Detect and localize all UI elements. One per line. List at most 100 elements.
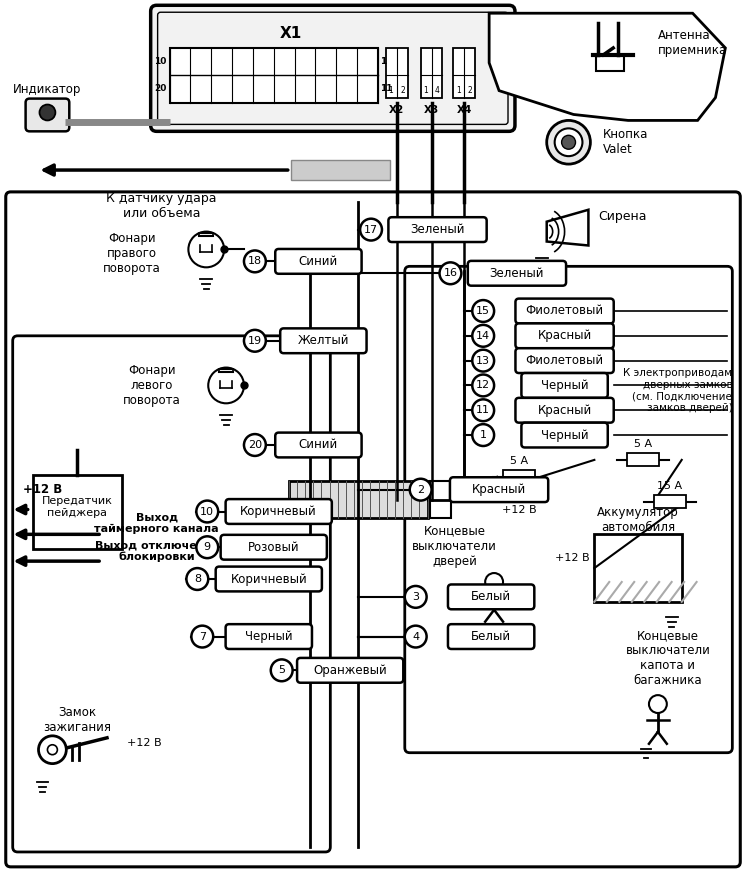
Circle shape (47, 745, 57, 755)
FancyBboxPatch shape (515, 398, 613, 423)
Text: 1: 1 (456, 86, 460, 95)
Text: 16: 16 (443, 268, 458, 279)
FancyBboxPatch shape (448, 624, 534, 649)
FancyBboxPatch shape (216, 567, 322, 592)
Circle shape (472, 325, 494, 347)
Circle shape (360, 219, 382, 240)
Text: Кнопка
Valet: Кнопка Valet (603, 128, 649, 157)
Circle shape (405, 586, 427, 608)
Text: Черный: Черный (541, 379, 589, 392)
Text: Фиолетовый: Фиолетовый (526, 354, 604, 368)
Bar (503, 470, 535, 483)
Text: 15 А: 15 А (657, 481, 682, 490)
Bar (289, 481, 427, 519)
FancyBboxPatch shape (515, 298, 613, 323)
Text: 7: 7 (199, 632, 206, 642)
Text: 17: 17 (364, 224, 378, 235)
Text: +12 В: +12 В (22, 483, 62, 496)
Circle shape (547, 120, 590, 164)
Text: 1: 1 (423, 86, 428, 95)
Circle shape (555, 128, 583, 156)
Text: Красный: Красный (538, 329, 592, 343)
Circle shape (244, 330, 266, 352)
Text: X2: X2 (389, 106, 404, 116)
Text: 11: 11 (380, 85, 392, 93)
Text: Черный: Черный (541, 429, 589, 441)
Bar (627, 453, 659, 466)
Text: 14: 14 (476, 331, 490, 341)
Circle shape (410, 479, 431, 500)
FancyBboxPatch shape (151, 5, 515, 132)
Circle shape (472, 425, 494, 446)
FancyBboxPatch shape (405, 266, 732, 753)
Text: +12 В: +12 В (555, 553, 590, 563)
Text: Коричневый: Коричневый (240, 505, 317, 518)
Text: X1: X1 (280, 26, 302, 41)
Circle shape (562, 135, 575, 150)
Text: 5 А: 5 А (634, 439, 652, 449)
FancyBboxPatch shape (521, 373, 608, 398)
Text: 8: 8 (194, 574, 201, 584)
Circle shape (649, 695, 667, 713)
Text: +12 В: +12 В (502, 505, 536, 514)
Bar (421, 48, 442, 98)
FancyBboxPatch shape (280, 328, 367, 353)
Text: 9: 9 (204, 542, 211, 552)
Text: +12 В: +12 В (127, 738, 161, 748)
Text: 4: 4 (435, 86, 440, 95)
FancyBboxPatch shape (468, 261, 566, 286)
Circle shape (472, 375, 494, 396)
Text: 4: 4 (413, 632, 419, 642)
Bar (596, 55, 624, 71)
Text: Индикатор: Индикатор (13, 83, 82, 96)
Text: Желтый: Желтый (298, 335, 350, 347)
Text: Фонари
левого
поворота: Фонари левого поворота (123, 364, 181, 407)
Text: Фонари
правого
поворота: Фонари правого поворота (103, 232, 160, 275)
FancyBboxPatch shape (226, 499, 332, 524)
Text: 10: 10 (200, 506, 214, 516)
FancyBboxPatch shape (158, 12, 508, 125)
Text: 3: 3 (413, 592, 419, 602)
Text: Белый: Белый (471, 630, 512, 643)
Text: Передатчик
пейджера: Передатчик пейджера (42, 497, 112, 518)
FancyBboxPatch shape (521, 423, 608, 448)
Text: Выход отключения
блокировки: Выход отключения блокировки (94, 540, 219, 562)
Circle shape (244, 434, 266, 456)
Circle shape (440, 263, 461, 284)
Text: 12: 12 (476, 380, 490, 391)
Text: 1: 1 (480, 430, 487, 440)
FancyBboxPatch shape (297, 658, 404, 683)
Text: 5: 5 (278, 666, 285, 676)
Text: 15: 15 (476, 306, 490, 316)
FancyBboxPatch shape (388, 217, 487, 242)
FancyBboxPatch shape (275, 249, 362, 274)
Text: 18: 18 (248, 256, 262, 266)
Text: К датчику удара
или объема: К датчику удара или объема (106, 192, 217, 220)
Text: X4: X4 (457, 106, 472, 116)
Text: 1: 1 (380, 57, 386, 66)
Text: Фиолетовый: Фиолетовый (526, 304, 604, 318)
Circle shape (472, 350, 494, 371)
Circle shape (187, 568, 209, 590)
Text: 1: 1 (388, 86, 393, 95)
Circle shape (196, 500, 218, 522)
Circle shape (271, 659, 292, 681)
Text: X3: X3 (424, 106, 439, 116)
Circle shape (38, 736, 66, 764)
Text: Синий: Синий (298, 255, 338, 268)
FancyBboxPatch shape (13, 336, 330, 852)
Text: Красный: Красный (472, 483, 526, 496)
FancyBboxPatch shape (6, 192, 740, 867)
Text: К электроприводам
дверных замков
(см. Подключение
замков дверей): К электроприводам дверных замков (см. По… (623, 368, 732, 413)
Text: Концевые
выключатели
капота и
багажника: Концевые выключатели капота и багажника (626, 629, 710, 687)
Text: Сирена: Сирена (598, 210, 646, 223)
Text: 20: 20 (154, 85, 166, 93)
Circle shape (209, 368, 244, 403)
FancyBboxPatch shape (26, 99, 69, 132)
Text: Замок
зажигания: Замок зажигания (44, 706, 111, 734)
Circle shape (244, 250, 266, 272)
Text: Концевые
выключатели
дверей: Концевые выключатели дверей (412, 525, 497, 568)
Bar (594, 534, 682, 602)
Text: 2: 2 (400, 86, 405, 95)
Polygon shape (547, 210, 589, 246)
